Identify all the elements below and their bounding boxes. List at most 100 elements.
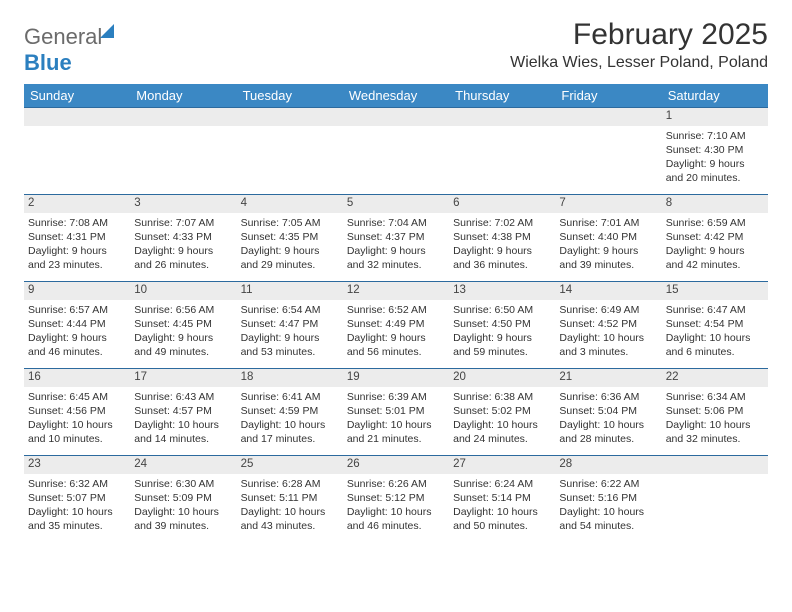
- sunset-text: Sunset: 4:47 PM: [241, 317, 339, 331]
- day-number: 24: [130, 456, 236, 474]
- sunset-text: Sunset: 5:02 PM: [453, 404, 551, 418]
- daylight-text: Daylight: 9 hours and 39 minutes.: [559, 244, 657, 272]
- day-number: 23: [24, 456, 130, 474]
- sunset-text: Sunset: 4:59 PM: [241, 404, 339, 418]
- page-header: General Blue February 2025 Wielka Wies, …: [24, 18, 768, 76]
- calendar-cell: 19Sunrise: 6:39 AMSunset: 5:01 PMDayligh…: [343, 369, 449, 455]
- calendar-cell: 3 Sunrise: 7:07 AMSunset: 4:33 PMDaylight…: [130, 195, 236, 281]
- month-title: February 2025: [510, 18, 768, 52]
- sunset-text: Sunset: 4:50 PM: [453, 317, 551, 331]
- calendar-cell: 22 Sunrise: 6:34 AMSunset: 5:06 PMDayligh…: [662, 369, 768, 455]
- sunrise-text: Sunrise: 6:22 AM: [559, 477, 657, 491]
- calendar-cell: [237, 108, 343, 194]
- day-number: 5: [343, 195, 449, 213]
- day-number: 12: [343, 282, 449, 300]
- sunrise-text: Sunrise: 6:30 AM: [134, 477, 232, 491]
- sunrise-text: Sunrise: 6:57 AM: [28, 303, 126, 317]
- sunset-text: Sunset: 5:09 PM: [134, 491, 232, 505]
- day-number: 18: [237, 369, 343, 387]
- sunset-text: Sunset: 4:35 PM: [241, 230, 339, 244]
- day-number: 14: [555, 282, 661, 300]
- calendar-cell: 17Sunrise: 6:43 AMSunset: 4:57 PMDayligh…: [130, 369, 236, 455]
- day-number: 2: [24, 195, 130, 213]
- day-number: 15: [662, 282, 768, 300]
- calendar-cell: 8Sunrise: 6:59 AMSunset: 4:42 PMDaylight…: [662, 195, 768, 281]
- calendar-cell: 20Sunrise: 6:38 AMSunset: 5:02 PMDayligh…: [449, 369, 555, 455]
- calendar-week: 1 Sunrise: 7:10 AMSunset: 4:30 PMDaylight…: [24, 107, 768, 194]
- day-number: 4: [237, 195, 343, 213]
- sunrise-text: Sunrise: 6:34 AM: [666, 390, 764, 404]
- day-number: 22: [662, 369, 768, 387]
- sunset-text: Sunset: 5:04 PM: [559, 404, 657, 418]
- title-block: February 2025 Wielka Wies, Lesser Poland…: [510, 18, 768, 72]
- day-number: 26: [343, 456, 449, 474]
- calendar-cell: [555, 108, 661, 194]
- daylight-text: Daylight: 10 hours and 43 minutes.: [241, 505, 339, 533]
- daylight-text: Daylight: 9 hours and 42 minutes.: [666, 244, 764, 272]
- day-number: 10: [130, 282, 236, 300]
- sunrise-text: Sunrise: 6:45 AM: [28, 390, 126, 404]
- daylight-text: Daylight: 10 hours and 39 minutes.: [134, 505, 232, 533]
- day-number: [555, 108, 661, 126]
- sunrise-text: Sunrise: 6:43 AM: [134, 390, 232, 404]
- calendar-week: 16Sunrise: 6:45 AMSunset: 4:56 PMDayligh…: [24, 368, 768, 455]
- sunset-text: Sunset: 4:54 PM: [666, 317, 764, 331]
- calendar-cell: 26Sunrise: 6:26 AMSunset: 5:12 PMDayligh…: [343, 456, 449, 542]
- daylight-text: Daylight: 9 hours and 32 minutes.: [347, 244, 445, 272]
- calendar-cell: 27Sunrise: 6:24 AMSunset: 5:14 PMDayligh…: [449, 456, 555, 542]
- daylight-text: Daylight: 10 hours and 21 minutes.: [347, 418, 445, 446]
- day-number: 11: [237, 282, 343, 300]
- daylight-text: Daylight: 10 hours and 32 minutes.: [666, 418, 764, 446]
- sunrise-text: Sunrise: 6:50 AM: [453, 303, 551, 317]
- day-number: 3: [130, 195, 236, 213]
- day-number: 6: [449, 195, 555, 213]
- calendar-cell: [24, 108, 130, 194]
- day-number: 20: [449, 369, 555, 387]
- calendar-cell: [662, 456, 768, 542]
- sunrise-text: Sunrise: 6:52 AM: [347, 303, 445, 317]
- day-number: 21: [555, 369, 661, 387]
- sunrise-text: Sunrise: 6:41 AM: [241, 390, 339, 404]
- day-number: [237, 108, 343, 126]
- sunset-text: Sunset: 5:06 PM: [666, 404, 764, 418]
- day-header-saturday: Saturday: [662, 84, 768, 107]
- weeks-container: 1Sunrise: 7:10 AMSunset: 4:30 PMDaylight…: [24, 107, 768, 542]
- logo-word1: General: [24, 24, 102, 49]
- calendar-cell: [343, 108, 449, 194]
- day-number: 8: [662, 195, 768, 213]
- daylight-text: Daylight: 10 hours and 50 minutes.: [453, 505, 551, 533]
- calendar-cell: 9Sunrise: 6:57 AMSunset: 4:44 PMDaylight…: [24, 282, 130, 368]
- day-header-tuesday: Tuesday: [237, 84, 343, 107]
- sunset-text: Sunset: 5:14 PM: [453, 491, 551, 505]
- calendar-cell: [130, 108, 236, 194]
- sunrise-text: Sunrise: 7:07 AM: [134, 216, 232, 230]
- day-number: 1: [662, 108, 768, 126]
- calendar-cell: 24 Sunrise: 6:30 AMSunset: 5:09 PMDayligh…: [130, 456, 236, 542]
- logo-sail-icon: [100, 24, 114, 38]
- calendar-cell: 1 Sunrise: 7:10 AMSunset: 4:30 PMDaylight…: [662, 108, 768, 194]
- day-header-friday: Friday: [555, 84, 661, 107]
- daylight-text: Daylight: 9 hours and 20 minutes.: [666, 157, 764, 185]
- sunset-text: Sunset: 4:30 PM: [666, 143, 764, 157]
- daylight-text: Daylight: 9 hours and 26 minutes.: [134, 244, 232, 272]
- calendar-cell: 14Sunrise: 6:49 AMSunset: 4:52 PMDayligh…: [555, 282, 661, 368]
- day-number: 28: [555, 456, 661, 474]
- daylight-text: Daylight: 10 hours and 28 minutes.: [559, 418, 657, 446]
- day-number: [449, 108, 555, 126]
- day-header-monday: Monday: [130, 84, 236, 107]
- daylight-text: Daylight: 9 hours and 53 minutes.: [241, 331, 339, 359]
- sunset-text: Sunset: 5:01 PM: [347, 404, 445, 418]
- calendar-cell: 28 Sunrise: 6:22 AMSunset: 5:16 PMDayligh…: [555, 456, 661, 542]
- sunrise-text: Sunrise: 7:10 AM: [666, 129, 764, 143]
- sunset-text: Sunset: 5:16 PM: [559, 491, 657, 505]
- calendar-cell: 5Sunrise: 7:04 AMSunset: 4:37 PMDaylight…: [343, 195, 449, 281]
- day-number: [130, 108, 236, 126]
- calendar-week: 2Sunrise: 7:08 AMSunset: 4:31 PMDaylight…: [24, 194, 768, 281]
- sunset-text: Sunset: 4:38 PM: [453, 230, 551, 244]
- daylight-text: Daylight: 10 hours and 54 minutes.: [559, 505, 657, 533]
- day-number: [662, 456, 768, 474]
- sunrise-text: Sunrise: 6:47 AM: [666, 303, 764, 317]
- sunrise-text: Sunrise: 7:02 AM: [453, 216, 551, 230]
- calendar: Sunday Monday Tuesday Wednesday Thursday…: [24, 84, 768, 542]
- sunset-text: Sunset: 4:33 PM: [134, 230, 232, 244]
